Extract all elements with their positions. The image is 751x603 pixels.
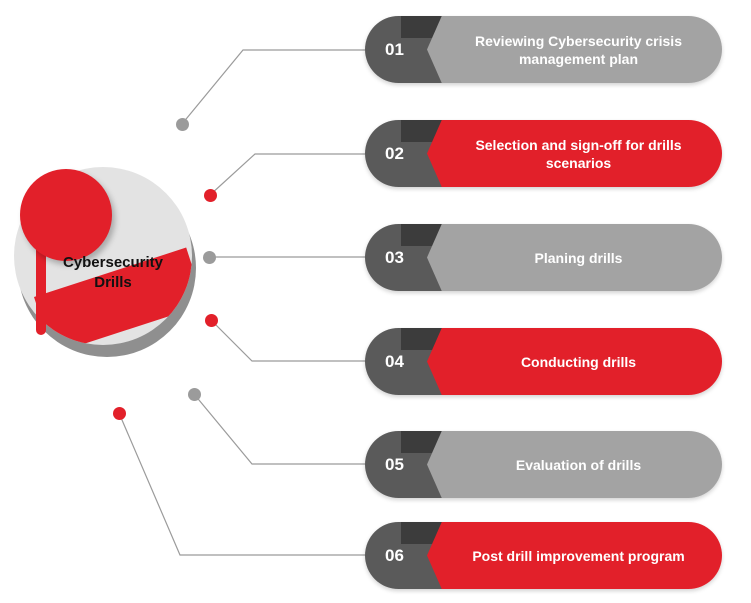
hub-red-bubble	[20, 169, 112, 261]
hub-title: Cybersecurity Drills	[48, 253, 178, 293]
connector-dot-03	[203, 251, 216, 264]
step-label: Selection and sign-off for drills scenar…	[475, 136, 682, 171]
step-text-panel: Post drill improvement program	[427, 522, 722, 589]
connector-dot-05	[188, 388, 201, 401]
connector-dot-06	[113, 407, 126, 420]
step-label: Reviewing Cybersecurity crisis managemen…	[475, 32, 682, 67]
step-text-panel: Conducting drills	[427, 328, 722, 395]
step-label: Planing drills	[534, 249, 623, 266]
step-05: 05 Evaluation of drills	[365, 431, 722, 498]
step-text-panel: Evaluation of drills	[427, 431, 722, 498]
connector-04	[210, 319, 365, 362]
hub-circle: Cybersecurity Drills	[10, 165, 200, 357]
step-number: 06	[385, 546, 404, 565]
step-label: Post drill improvement program	[472, 547, 685, 564]
step-number: 04	[385, 352, 404, 371]
step-04: 04 Conducting drills	[365, 328, 722, 395]
step-06: 06 Post drill improvement program	[365, 522, 722, 589]
connector-01	[181, 49, 365, 125]
hub-title-line1: Cybersecurity	[62, 254, 164, 271]
step-number: 05	[385, 455, 404, 474]
connector-06	[118, 412, 365, 556]
step-number: 01	[385, 40, 404, 59]
step-02: 02 Selection and sign-off for drills sce…	[365, 120, 722, 187]
connector-dot-01	[176, 118, 189, 131]
connector-05	[193, 393, 365, 465]
connector-dot-02	[204, 189, 217, 202]
step-text-panel: Selection and sign-off for drills scenar…	[427, 120, 722, 187]
step-text-panel: Reviewing Cybersecurity crisis managemen…	[427, 16, 722, 83]
step-label: Evaluation of drills	[515, 456, 642, 473]
hub-title-line2: Drills	[94, 274, 132, 291]
step-number: 02	[385, 144, 404, 163]
step-label: Conducting drills	[520, 353, 637, 370]
hub-red-tail	[36, 245, 46, 335]
connector-dot-04	[205, 314, 218, 327]
step-03: 03 Planing drills	[365, 224, 722, 291]
step-number: 03	[385, 248, 404, 267]
connector-02	[209, 153, 365, 196]
step-text-panel: Planing drills	[427, 224, 722, 291]
step-01: 01 Reviewing Cybersecurity crisis manage…	[365, 16, 722, 83]
